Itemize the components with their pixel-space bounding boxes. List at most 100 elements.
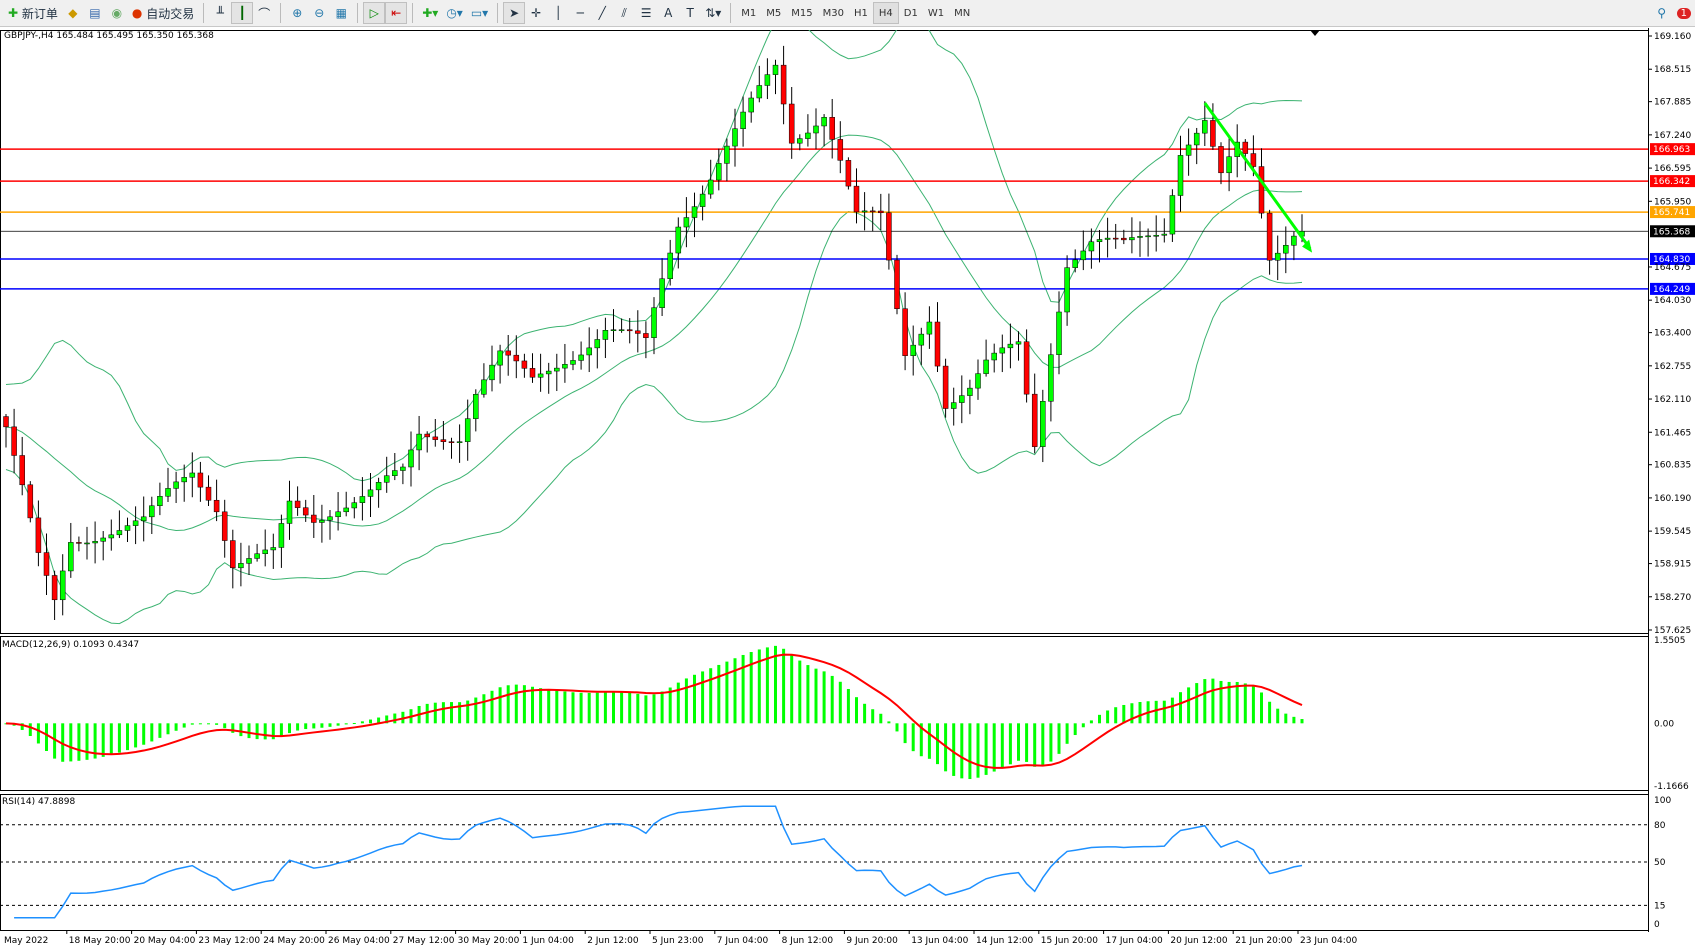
macd-histogram-bar bbox=[522, 685, 526, 724]
line-chart-icon[interactable]: ⌒ bbox=[258, 6, 271, 21]
candle-bull bbox=[92, 541, 98, 544]
separator bbox=[203, 3, 205, 23]
macd-histogram-bar bbox=[1049, 723, 1053, 762]
candle-bear bbox=[1258, 166, 1265, 214]
macd-histogram-bar bbox=[101, 723, 105, 757]
macd-histogram-bar bbox=[1211, 678, 1215, 724]
candlestick-icon[interactable]: ┃ bbox=[231, 2, 254, 24]
macd-histogram-bar bbox=[676, 682, 680, 724]
candle-bull bbox=[707, 179, 714, 195]
price-tick-label: 168.515 bbox=[1654, 65, 1691, 75]
equidistant-channel-icon[interactable]: ⫽ bbox=[621, 5, 627, 20]
candle-bull bbox=[578, 354, 584, 361]
bollinger-lower bbox=[5, 211, 1303, 625]
candle-bull bbox=[473, 394, 479, 419]
zoom-in-icon[interactable]: ⊕ bbox=[292, 6, 303, 20]
shift-marker-icon bbox=[1310, 30, 1320, 36]
candle-bear bbox=[1121, 237, 1127, 241]
timeframe-m15[interactable]: M15 bbox=[791, 7, 813, 19]
candle-bull bbox=[691, 206, 698, 218]
macd-histogram-bar bbox=[749, 652, 753, 724]
macd-histogram-bar bbox=[1025, 723, 1029, 762]
timeframe-m5[interactable]: M5 bbox=[766, 7, 782, 19]
candle-bull bbox=[132, 520, 139, 526]
timeframe-h1[interactable]: H1 bbox=[853, 7, 868, 19]
timeframe-m1[interactable]: M1 bbox=[741, 7, 757, 19]
time-label: 21 Jun 20:00 bbox=[1235, 936, 1292, 946]
candle-bull bbox=[464, 418, 471, 442]
candle-bull bbox=[165, 488, 171, 497]
text-label-icon[interactable]: T bbox=[686, 6, 694, 20]
candle-bull bbox=[1202, 120, 1208, 134]
candle-bull bbox=[157, 496, 163, 507]
search-icon[interactable]: ⚲ bbox=[1657, 6, 1667, 20]
crosshair-icon[interactable]: ✛ bbox=[531, 6, 542, 20]
time-label: 1 Jun 04:00 bbox=[522, 936, 574, 946]
macd-histogram-bar bbox=[733, 658, 737, 724]
candle-bull bbox=[618, 329, 625, 331]
candle-bear bbox=[934, 321, 941, 367]
macd-histogram-bar bbox=[1195, 683, 1199, 724]
trendline-icon[interactable]: ╱ bbox=[598, 6, 606, 20]
periods-clock-icon[interactable]: ◷▾ bbox=[446, 6, 463, 20]
market-watch-icon[interactable]: ◆ bbox=[68, 6, 78, 20]
timeframe-h4[interactable]: H4 bbox=[872, 2, 899, 24]
auto-scroll-icon[interactable]: ▷ bbox=[363, 2, 386, 24]
horizontal-line-icon[interactable]: ─ bbox=[576, 6, 584, 20]
macd-histogram-bar bbox=[547, 689, 551, 724]
templates-icon[interactable]: ▭▾ bbox=[470, 6, 489, 20]
macd-histogram-bar bbox=[369, 719, 372, 724]
candle-bull bbox=[562, 364, 568, 369]
candle-bear bbox=[35, 517, 42, 553]
zoom-out-icon[interactable]: ⊖ bbox=[314, 6, 325, 20]
candle-bull bbox=[959, 395, 965, 403]
macd-histogram-bar bbox=[150, 723, 154, 742]
timeframe-mn[interactable]: MN bbox=[954, 7, 971, 19]
macd-histogram-bar bbox=[1154, 700, 1158, 724]
time-label: 5 Jun 23:00 bbox=[652, 936, 704, 946]
candle-bull bbox=[116, 530, 123, 536]
candle-bull bbox=[1007, 343, 1014, 349]
tile-windows-icon[interactable]: ▦ bbox=[335, 6, 347, 20]
macd-histogram-bar bbox=[393, 713, 397, 724]
bar-chart-icon[interactable]: ╨ bbox=[216, 6, 224, 20]
macd-histogram-bar bbox=[644, 695, 648, 724]
new-order-button[interactable]: ✚ 新订单 bbox=[4, 2, 62, 24]
macd-histogram-bar bbox=[1187, 687, 1191, 724]
price-tick-label: 162.755 bbox=[1654, 362, 1691, 372]
vertical-line-icon[interactable]: │ bbox=[554, 6, 562, 20]
timeframe-m30[interactable]: M30 bbox=[822, 7, 844, 19]
candle-bull bbox=[238, 563, 244, 569]
current-price-tag bbox=[1650, 225, 1695, 238]
macd-histogram-bar bbox=[563, 691, 567, 724]
rsi-tick-label: 15 bbox=[1654, 901, 1665, 911]
candle-bull bbox=[319, 519, 325, 523]
time-label: 26 May 04:00 bbox=[328, 936, 390, 946]
notifications-button[interactable]: 1 bbox=[1673, 2, 1695, 24]
arrows-icon[interactable]: ⇅▾ bbox=[705, 6, 722, 20]
cursor-icon[interactable]: ➤ bbox=[503, 2, 526, 24]
timeframe-w1[interactable]: W1 bbox=[927, 7, 945, 19]
indicators-icon[interactable]: ✚▾ bbox=[422, 6, 439, 20]
macd-histogram-bar bbox=[603, 692, 607, 724]
macd-histogram-bar bbox=[425, 703, 429, 724]
text-icon[interactable]: A bbox=[664, 6, 673, 20]
macd-histogram-bar bbox=[1260, 692, 1263, 724]
macd-histogram-bar bbox=[1300, 719, 1304, 724]
chart-canvas[interactable]: 166.963 166.342 165.741 164.830 164.249 169.1… bbox=[0, 28, 1695, 947]
candle-bear bbox=[27, 484, 34, 519]
time-label: 7 Jun 04:00 bbox=[717, 936, 769, 946]
macd-histogram-bar bbox=[531, 686, 534, 724]
macd-histogram-bar bbox=[304, 723, 308, 730]
chart-shift-icon[interactable]: ⇤ bbox=[385, 2, 408, 24]
macd-histogram-bar bbox=[612, 691, 615, 724]
signals-icon[interactable]: ◉ bbox=[111, 6, 123, 20]
candle-bull bbox=[610, 329, 617, 331]
timeframe-d1[interactable]: D1 bbox=[903, 7, 918, 19]
candle-bear bbox=[894, 259, 900, 309]
navigator-icon[interactable]: ▤ bbox=[89, 6, 101, 20]
fibonacci-icon[interactable]: ☰ bbox=[640, 6, 652, 20]
candle-bull bbox=[189, 472, 196, 478]
candle-bull bbox=[124, 525, 131, 531]
auto-trading-button[interactable]: ● 自动交易 bbox=[128, 2, 198, 24]
